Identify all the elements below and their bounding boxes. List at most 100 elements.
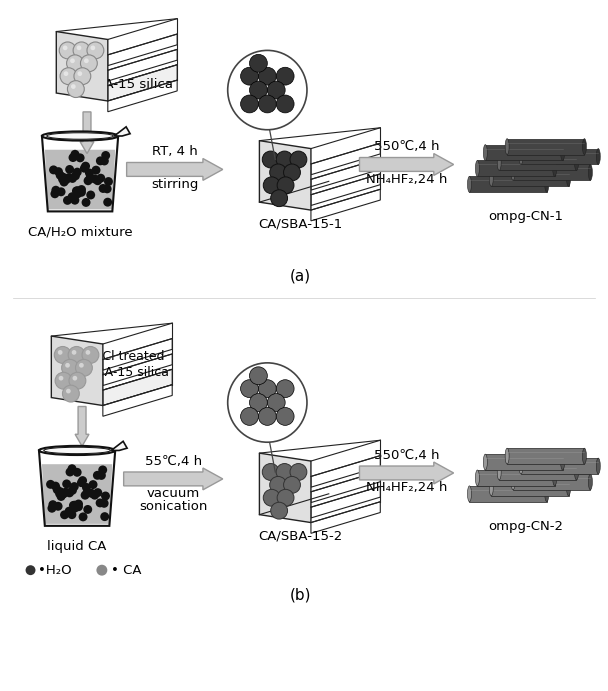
Circle shape <box>69 504 78 513</box>
Circle shape <box>276 151 293 168</box>
Circle shape <box>26 565 35 575</box>
Ellipse shape <box>497 155 501 171</box>
Ellipse shape <box>545 176 549 192</box>
Polygon shape <box>521 149 598 164</box>
Circle shape <box>54 502 63 511</box>
Circle shape <box>78 513 88 521</box>
Polygon shape <box>108 80 177 112</box>
Circle shape <box>66 389 71 393</box>
Polygon shape <box>103 369 172 401</box>
Circle shape <box>60 178 69 187</box>
Ellipse shape <box>489 171 493 187</box>
Circle shape <box>71 504 79 513</box>
Circle shape <box>241 95 258 113</box>
Circle shape <box>77 188 86 197</box>
Polygon shape <box>311 174 380 205</box>
Circle shape <box>68 174 77 183</box>
Text: ompg-CN-1: ompg-CN-1 <box>488 210 564 223</box>
Circle shape <box>87 489 96 498</box>
Circle shape <box>77 46 81 50</box>
Text: SBA-15 silica: SBA-15 silica <box>88 366 169 379</box>
Circle shape <box>290 151 307 168</box>
Text: NH₄HF₂,24 h: NH₄HF₂,24 h <box>366 173 447 186</box>
Circle shape <box>103 198 112 207</box>
Circle shape <box>241 67 258 85</box>
Ellipse shape <box>519 458 523 474</box>
Circle shape <box>82 483 91 492</box>
Circle shape <box>65 489 74 498</box>
Circle shape <box>82 346 99 363</box>
Circle shape <box>83 488 92 497</box>
Circle shape <box>90 174 99 183</box>
Polygon shape <box>311 455 380 487</box>
Circle shape <box>249 394 268 411</box>
Polygon shape <box>311 502 380 533</box>
Ellipse shape <box>39 446 116 455</box>
Circle shape <box>93 471 102 480</box>
Circle shape <box>69 153 77 162</box>
Circle shape <box>49 500 57 509</box>
Ellipse shape <box>567 171 570 187</box>
Polygon shape <box>513 474 590 490</box>
Text: 55℃,4 h: 55℃,4 h <box>145 455 202 468</box>
Circle shape <box>73 168 81 177</box>
Circle shape <box>270 476 286 493</box>
Circle shape <box>270 164 286 181</box>
Circle shape <box>63 196 72 205</box>
Text: SBA-15 silica: SBA-15 silica <box>86 78 173 91</box>
Circle shape <box>277 489 294 507</box>
Ellipse shape <box>561 454 565 470</box>
Circle shape <box>73 187 82 195</box>
Ellipse shape <box>561 144 565 160</box>
FancyArrow shape <box>359 153 454 176</box>
Polygon shape <box>485 144 562 160</box>
Circle shape <box>98 466 107 475</box>
Circle shape <box>65 165 74 174</box>
Polygon shape <box>111 442 127 451</box>
Ellipse shape <box>575 464 578 480</box>
Text: vacuum: vacuum <box>147 487 200 500</box>
Circle shape <box>72 189 81 198</box>
Ellipse shape <box>483 454 487 470</box>
Circle shape <box>89 480 97 489</box>
Circle shape <box>67 464 77 473</box>
Polygon shape <box>108 65 177 96</box>
Circle shape <box>101 491 110 500</box>
Circle shape <box>55 489 64 498</box>
Polygon shape <box>469 176 547 192</box>
Polygon shape <box>477 470 554 486</box>
Circle shape <box>60 511 69 519</box>
Circle shape <box>46 480 55 489</box>
Circle shape <box>67 510 77 519</box>
Text: stirring: stirring <box>151 178 198 191</box>
Circle shape <box>70 482 79 491</box>
Text: ompg-CN-2: ompg-CN-2 <box>488 520 564 533</box>
Circle shape <box>50 189 60 198</box>
Circle shape <box>67 55 83 72</box>
Circle shape <box>72 376 77 381</box>
Circle shape <box>104 177 113 186</box>
Circle shape <box>283 164 300 181</box>
Text: RT, 4 h: RT, 4 h <box>152 145 198 158</box>
Circle shape <box>54 346 71 363</box>
Circle shape <box>72 350 77 354</box>
Polygon shape <box>108 34 177 66</box>
Polygon shape <box>491 480 568 495</box>
Circle shape <box>276 95 294 113</box>
Circle shape <box>91 46 95 50</box>
Circle shape <box>81 491 89 500</box>
Circle shape <box>271 190 288 207</box>
Circle shape <box>78 476 87 485</box>
Polygon shape <box>477 160 554 176</box>
Circle shape <box>276 464 293 480</box>
Circle shape <box>58 173 67 182</box>
Circle shape <box>67 81 85 97</box>
Circle shape <box>59 489 68 498</box>
Polygon shape <box>114 127 130 136</box>
Ellipse shape <box>511 474 515 490</box>
Ellipse shape <box>545 486 549 502</box>
Polygon shape <box>103 369 172 406</box>
Circle shape <box>268 394 285 411</box>
Circle shape <box>51 482 60 491</box>
Circle shape <box>70 59 75 63</box>
